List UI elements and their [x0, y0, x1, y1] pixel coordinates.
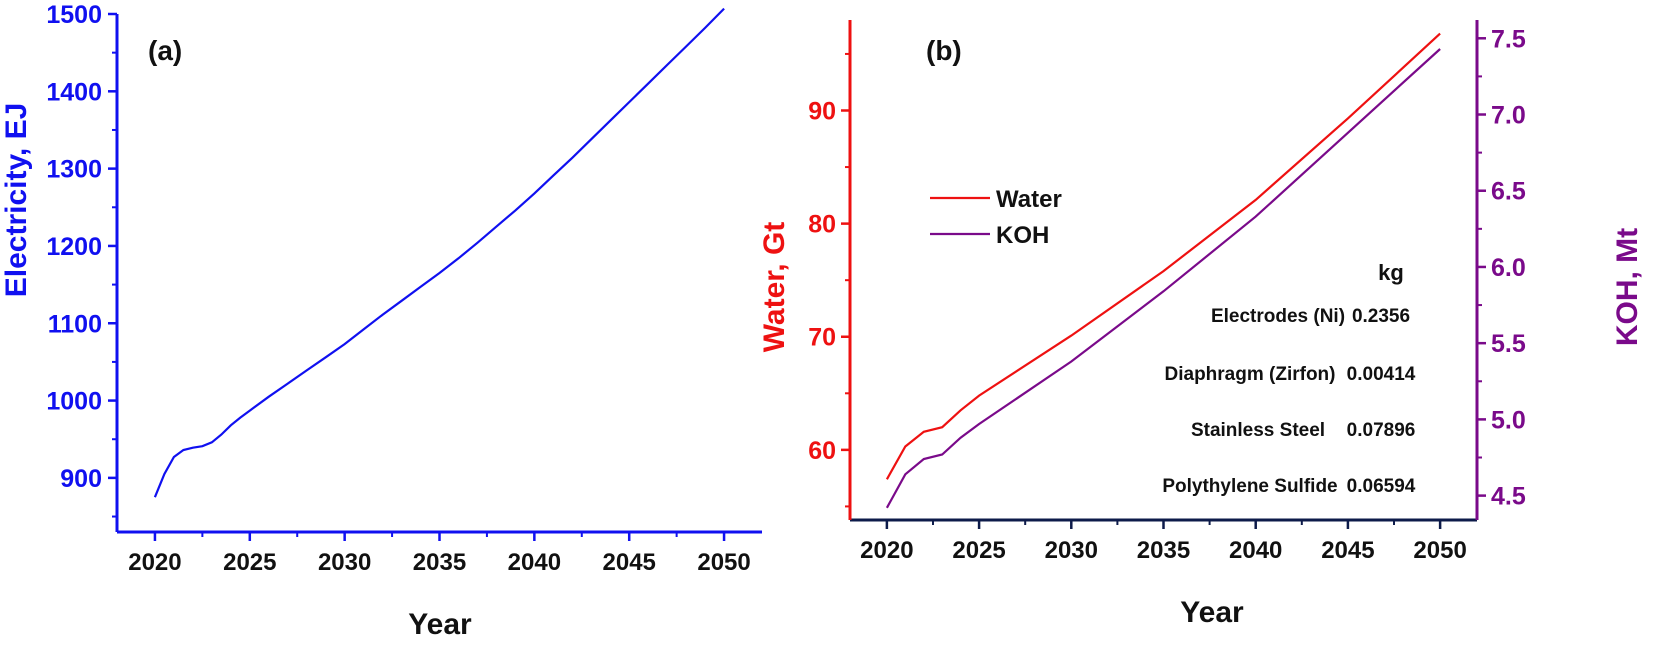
legend-koh-label: KOH: [996, 222, 1049, 249]
panel-a-label: (a): [148, 35, 182, 66]
x-tick-label: 2045: [1321, 537, 1374, 564]
x-tick-label: 2025: [223, 549, 276, 576]
panel-a-x-axis-title: Year: [408, 608, 472, 641]
electricity-series-line: [153, 7, 725, 498]
y-tick-label: 1200: [46, 233, 102, 261]
panel-a-x-ticks: 2020 2025 2030 2035 2040 2045 2050: [128, 532, 751, 576]
x-tick-label: 2045: [603, 549, 656, 576]
material-value: 0.00414: [1347, 364, 1416, 385]
panel-b-label: (b): [926, 35, 962, 66]
materials-table-row: Polythylene Sulfide 0.06594: [1162, 476, 1415, 497]
material-value: 0.07896: [1347, 420, 1416, 441]
right-y-tick-label: 6.5: [1491, 178, 1526, 206]
water-series-line: [885, 32, 1441, 480]
panel-b-x-ticks: 2020 2025 2030 2035 2040 2045 2050: [860, 520, 1467, 564]
panel-a-electricity-chart: (a) 2020 2025 2030 2035 2040 2045 2050 900 1000…: [0, 1, 762, 641]
x-tick-label: 2040: [1229, 537, 1282, 564]
right-y-tick-label: 5.5: [1491, 330, 1526, 358]
y-tick-label: 1000: [46, 388, 102, 416]
right-y-tick-label: 7.5: [1491, 25, 1526, 53]
materials-table: kg Electrodes (Ni) 0.2356 Diaphragm (Zir…: [1162, 260, 1415, 497]
panel-a-y-ticks: 900 1000 1100 1200 1300 1400 1500: [46, 1, 117, 518]
materials-table-row: Stainless Steel 0.07896: [1191, 420, 1415, 441]
y-tick-label: 1300: [46, 156, 102, 184]
left-y-tick-label: 60: [808, 437, 836, 465]
x-tick-label: 2030: [318, 549, 371, 576]
left-y-tick-label: 90: [808, 97, 836, 125]
right-y-tick-label: 5.0: [1491, 406, 1526, 434]
x-tick-label: 2020: [128, 549, 181, 576]
y-tick-label: 1500: [46, 1, 102, 29]
material-name: Polythylene Sulfide: [1162, 476, 1337, 497]
material-value: 0.06594: [1347, 476, 1416, 497]
x-tick-label: 2050: [697, 549, 750, 576]
x-tick-label: 2030: [1045, 537, 1098, 564]
materials-table-row: Diaphragm (Zirfon) 0.00414: [1165, 364, 1416, 385]
material-value: 0.2356: [1352, 306, 1410, 327]
y-tick-label: 900: [60, 465, 102, 493]
y-tick-label: 1100: [48, 310, 102, 338]
right-y-tick-label: 4.5: [1491, 483, 1526, 511]
x-tick-label: 2025: [952, 537, 1005, 564]
x-tick-label: 2020: [860, 537, 913, 564]
panel-b-right-y-ticks: 4.5 5.0 5.5 6.0 6.5 7.0 7.5: [1477, 25, 1526, 511]
koh-series-line: [885, 48, 1441, 509]
materials-table-unit-header: kg: [1378, 260, 1404, 285]
x-tick-label: 2035: [1137, 537, 1190, 564]
left-y-tick-label: 70: [808, 324, 836, 352]
x-tick-label: 2040: [508, 549, 561, 576]
material-name: Electrodes (Ni): [1211, 306, 1345, 327]
left-y-tick-label: 80: [808, 211, 836, 239]
material-name: Diaphragm (Zirfon): [1165, 364, 1336, 385]
panel-a-y-axis-title: Electricity, EJ: [0, 103, 33, 298]
x-tick-label: 2035: [413, 549, 466, 576]
panel-b-x-axis-title: Year: [1180, 596, 1244, 629]
right-y-tick-label: 7.0: [1491, 102, 1526, 130]
material-name: Stainless Steel: [1191, 420, 1325, 441]
panel-b-left-y-axis-title: Water, Gt: [758, 222, 791, 353]
panel-b-water-koh-chart: (b) 2020 2025 2030 2035 2040 2045 2050 60 70 80 9…: [758, 20, 1644, 629]
materials-table-row: Electrodes (Ni) 0.2356: [1211, 306, 1410, 327]
panel-b-right-y-axis-title: KOH, Mt: [1611, 228, 1644, 346]
legend-water-label: Water: [996, 186, 1062, 213]
y-tick-label: 1400: [46, 78, 102, 106]
x-tick-label: 2050: [1413, 537, 1466, 564]
right-y-tick-label: 6.0: [1491, 254, 1526, 282]
panel-b-left-y-ticks: 60 70 80 90: [808, 52, 850, 508]
panel-b-legend: Water KOH: [930, 186, 1062, 249]
